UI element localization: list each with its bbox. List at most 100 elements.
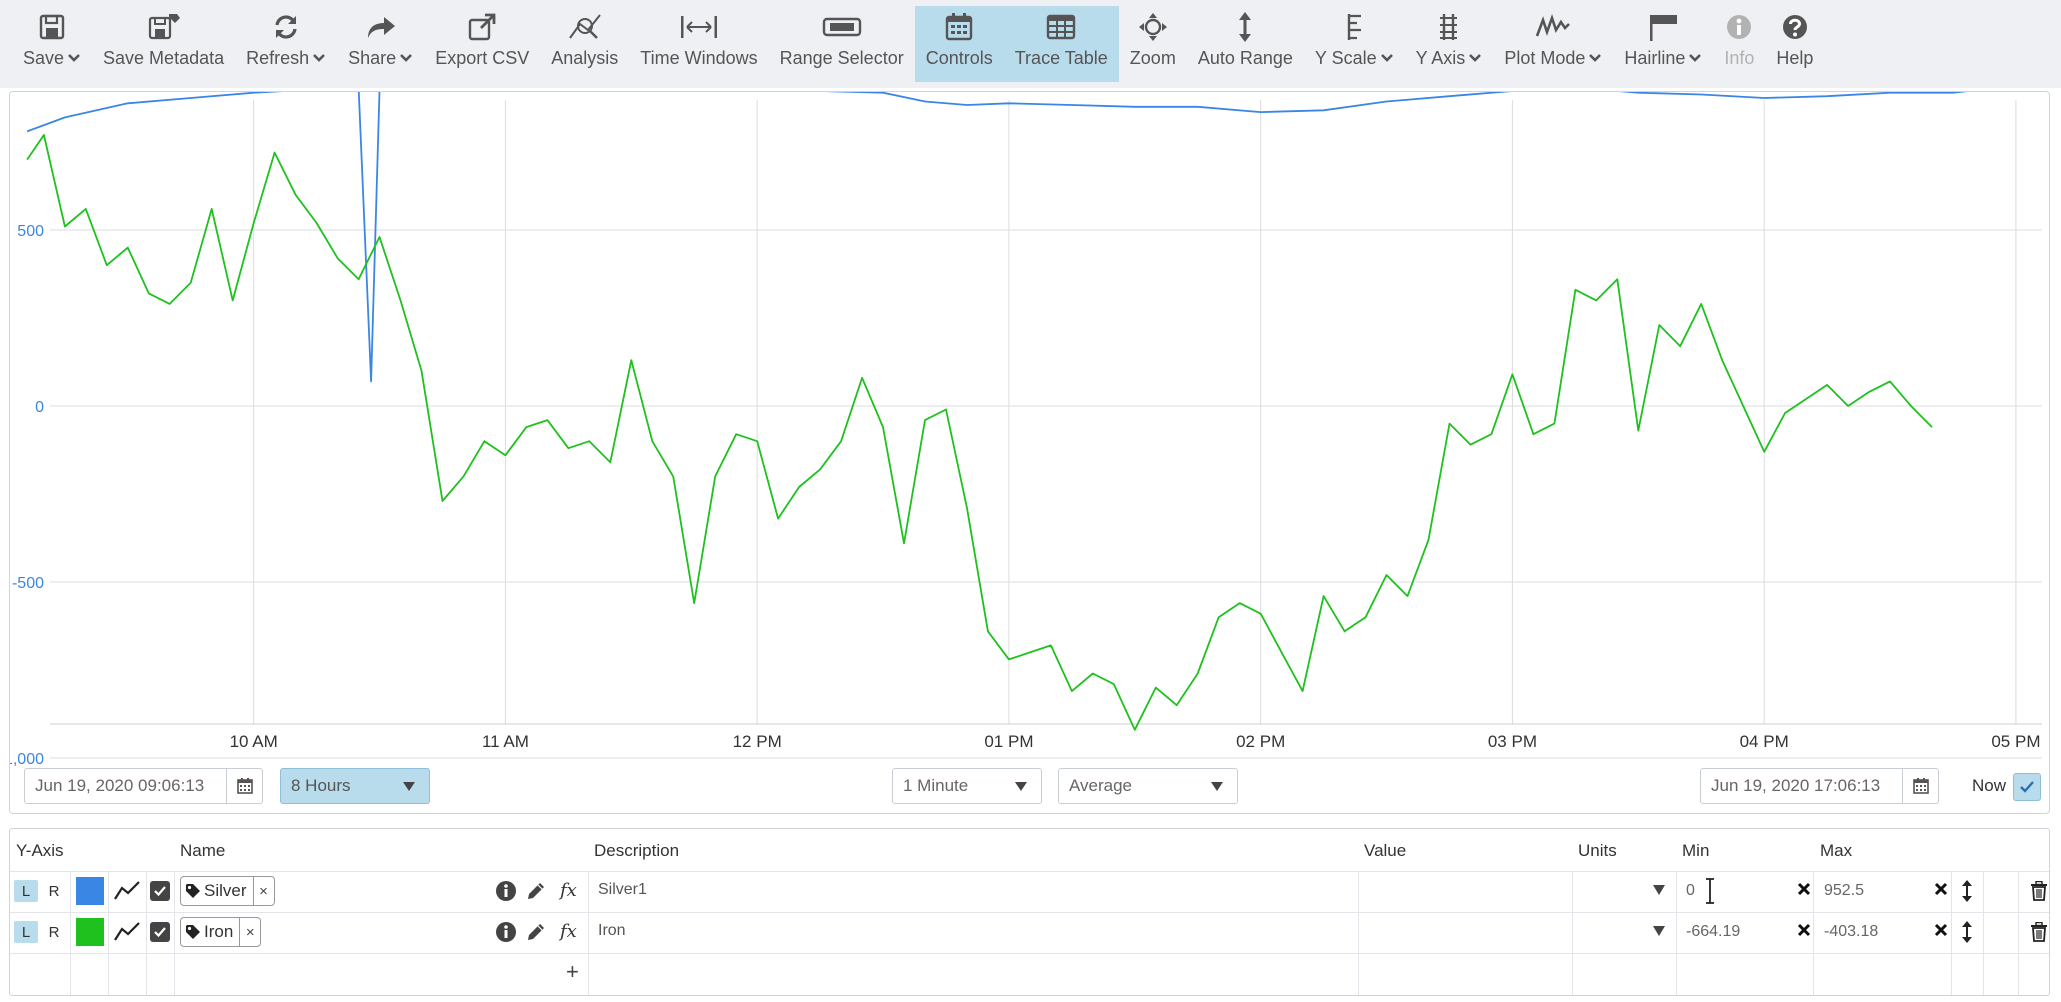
column-divider (146, 871, 147, 995)
range-selector-label: Range Selector (780, 48, 904, 68)
right-axis-toggle[interactable]: R (48, 923, 60, 941)
auto-range-label-text: Auto Range (1197, 48, 1293, 68)
export-icon (467, 6, 497, 48)
line-style-icon[interactable] (113, 920, 141, 949)
pencil-edit-icon[interactable] (525, 921, 547, 948)
trash-icon[interactable] (2030, 880, 2048, 906)
time-windows-label-text: Time Windows (640, 48, 758, 68)
clear-min-icon[interactable] (1797, 882, 1811, 901)
x-tick-label: 12 PM (733, 732, 782, 751)
analysis-button[interactable]: Analysis (540, 6, 629, 82)
range-selector-button[interactable]: Range Selector (769, 6, 915, 82)
now-checkbox[interactable] (2013, 773, 2041, 801)
trace-table-label-text: Trace Table (1014, 48, 1108, 68)
save-metadata-label: Save Metadata (103, 48, 224, 68)
trace-visible-checkbox[interactable] (150, 922, 170, 942)
trace-name-chip: Silver (181, 877, 254, 905)
zoom-button[interactable]: Zoom (1119, 6, 1187, 82)
analysis-icon (567, 6, 603, 48)
auto-range-button[interactable]: Auto Range (1187, 6, 1304, 82)
left-axis-toggle[interactable]: L (14, 880, 38, 902)
start-date-value: Jun 19, 2020 09:06:13 (35, 776, 205, 795)
time-windows-button[interactable]: Time Windows (629, 6, 768, 82)
plot-mode-icon (1535, 6, 1571, 48)
table-row (10, 953, 2049, 994)
start-date-field[interactable]: Jun 19, 2020 09:06:13 (24, 768, 263, 804)
interval-value: 1 Minute (903, 776, 969, 795)
units-dropdown-arrow-icon[interactable] (1653, 885, 1665, 895)
trash-icon[interactable] (2030, 921, 2048, 947)
y-tick-label: 0 (35, 399, 44, 416)
share-button[interactable]: Share (337, 6, 424, 82)
header-max: Max (1820, 841, 1853, 860)
add-trace-button[interactable]: + (566, 959, 579, 984)
remove-tag-icon[interactable]: × (245, 923, 255, 941)
chevron-down-icon (403, 781, 415, 791)
chart-panel: 500 0 -500 -1,000 10 AM 11 AM 12 PM 01 PM 02 PM 0… (9, 91, 2050, 814)
clear-max-icon[interactable] (1934, 882, 1948, 901)
end-date-calendar-icon[interactable] (1902, 769, 1938, 803)
trace-color-swatch[interactable] (76, 918, 104, 946)
hairline-label: Hairline (1624, 48, 1702, 68)
info-icon[interactable] (495, 880, 517, 907)
trend-chart[interactable]: 500 0 -500 -1,000 10 AM 11 AM 12 PM 01 PM 02 PM 0… (10, 92, 2051, 815)
trace-max-input[interactable]: 952.5 (1824, 882, 1865, 899)
header-name: Name (180, 841, 226, 860)
info-icon[interactable] (495, 921, 517, 948)
trace-color-swatch[interactable] (76, 877, 104, 905)
auto-range-icon[interactable] (1961, 920, 1973, 949)
hairline-label-text: Hairline (1624, 48, 1686, 68)
trace-visible-checkbox[interactable] (150, 881, 170, 901)
header-value: Value (1364, 841, 1407, 860)
trace-name-tag[interactable]: Silver × (180, 876, 275, 906)
controls-button[interactable]: Controls (914, 6, 1004, 82)
info-label: Info (1724, 48, 1754, 68)
y-scale-icon (1341, 6, 1367, 48)
aggregation-select[interactable]: Average (1058, 768, 1238, 804)
y-axis-button[interactable]: Y Axis (1405, 6, 1494, 82)
save-metadata-button[interactable]: Save Metadata (92, 6, 235, 82)
clear-min-icon[interactable] (1797, 923, 1811, 942)
x-tick-label: 03 PM (1488, 732, 1537, 751)
end-date-field[interactable]: Jun 19, 2020 17:06:13 (1700, 768, 1939, 804)
export-csv-label: Export CSV (435, 48, 529, 68)
duration-select[interactable]: 8 Hours (280, 768, 430, 804)
help-icon (1781, 6, 1809, 48)
table-row (10, 871, 2049, 912)
trace-max-input[interactable]: -403.18 (1824, 923, 1879, 940)
plot-mode-button[interactable]: Plot Mode (1493, 6, 1613, 82)
clear-max-icon[interactable] (1934, 923, 1948, 942)
auto-range-icon[interactable] (1961, 879, 1973, 908)
table-icon (1046, 6, 1076, 48)
y-scale-label: Y Scale (1315, 48, 1394, 68)
left-axis-toggle[interactable]: L (14, 921, 38, 943)
refresh-button[interactable]: Refresh (235, 6, 337, 82)
zoom-move-icon (1138, 6, 1168, 48)
info-button[interactable]: Info (1713, 6, 1765, 82)
interval-select[interactable]: 1 Minute (892, 768, 1042, 804)
share-label-text: Share (348, 48, 397, 68)
right-axis-toggle[interactable]: R (48, 882, 60, 900)
chevron-down-icon (1469, 54, 1482, 62)
y-scale-button[interactable]: Y Scale (1304, 6, 1405, 82)
pencil-edit-icon[interactable] (525, 880, 547, 907)
trace-min-input[interactable]: 0 (1686, 882, 1695, 899)
trace-description: Iron (598, 922, 626, 939)
units-dropdown-arrow-icon[interactable] (1653, 926, 1665, 936)
help-button[interactable]: Help (1765, 6, 1824, 82)
save-label-text: Save (23, 48, 65, 68)
info-label-text: Info (1724, 48, 1755, 68)
formula-icon[interactable]: fx (560, 880, 577, 901)
save-button[interactable]: Save (12, 6, 92, 82)
trace-min-input[interactable]: -664.19 (1686, 923, 1741, 940)
trace-table-button[interactable]: Trace Table (1003, 6, 1119, 82)
column-divider (174, 871, 175, 995)
formula-icon[interactable]: fx (560, 921, 577, 942)
trace-name-tag[interactable]: Iron × (180, 917, 262, 947)
export-csv-button[interactable]: Export CSV (424, 6, 540, 82)
line-style-icon[interactable] (113, 879, 141, 908)
refresh-icon (272, 6, 300, 48)
hairline-button[interactable]: Hairline (1613, 6, 1713, 82)
start-date-calendar-icon[interactable] (226, 769, 262, 803)
remove-tag-icon[interactable]: × (259, 882, 268, 900)
